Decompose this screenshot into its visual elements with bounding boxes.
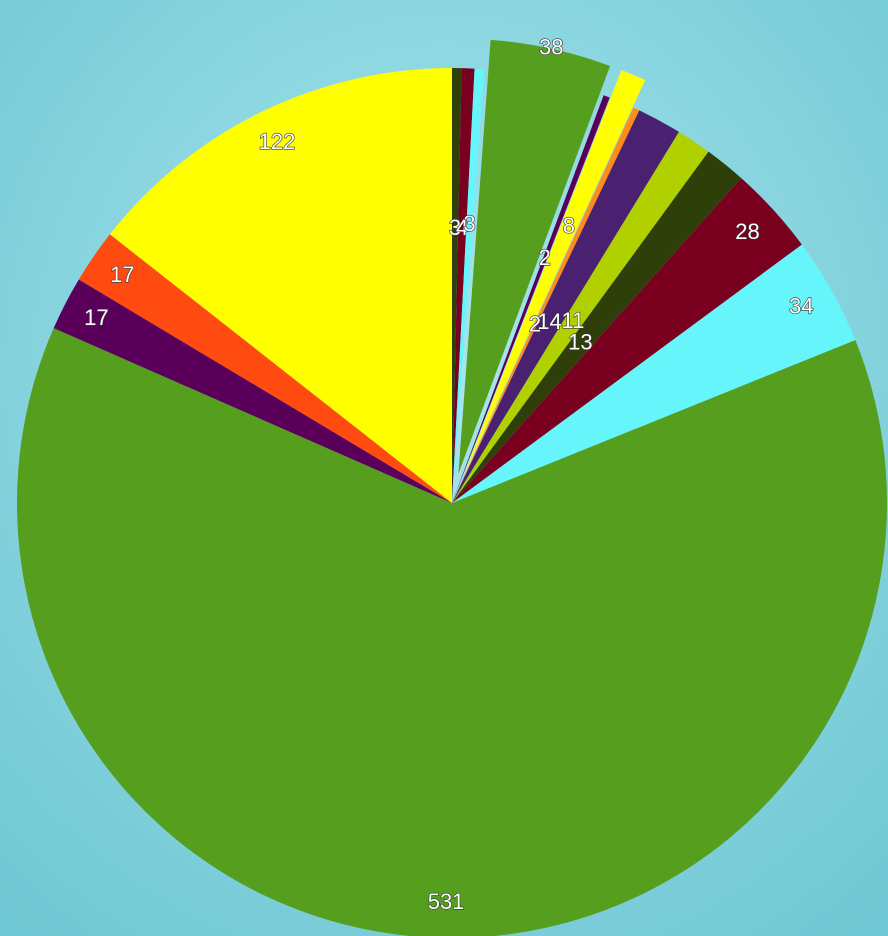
value-label: 4 (456, 215, 468, 240)
slice (452, 244, 856, 503)
value-label: 14 (537, 309, 561, 334)
slice (78, 234, 452, 504)
slice (452, 107, 640, 504)
slice (452, 95, 610, 504)
value-label: 8 (563, 213, 575, 238)
slice (17, 328, 887, 936)
slice (452, 68, 475, 503)
value-label: 38 (539, 35, 563, 60)
slice (452, 68, 485, 504)
slice (452, 177, 802, 503)
value-label: 3 (463, 211, 475, 236)
slice (458, 39, 611, 474)
value-label: 17 (110, 262, 134, 287)
slice (53, 279, 452, 503)
value-label: 13 (568, 330, 592, 355)
pie (17, 39, 887, 936)
value-label: 2 (539, 245, 551, 270)
value-label: 122 (259, 129, 296, 154)
value-label: 28 (735, 219, 759, 244)
slice (463, 69, 646, 476)
slice (452, 131, 709, 503)
slice (109, 68, 452, 503)
slice (452, 151, 742, 503)
value-label: 17 (84, 305, 108, 330)
value-label: 2 (529, 312, 541, 337)
value-label: 11 (562, 308, 585, 333)
slice (452, 110, 679, 503)
value-label: 3 (449, 215, 461, 240)
value-label: 34 (789, 293, 813, 318)
value-label: 531 (428, 889, 465, 914)
slice (452, 68, 462, 503)
